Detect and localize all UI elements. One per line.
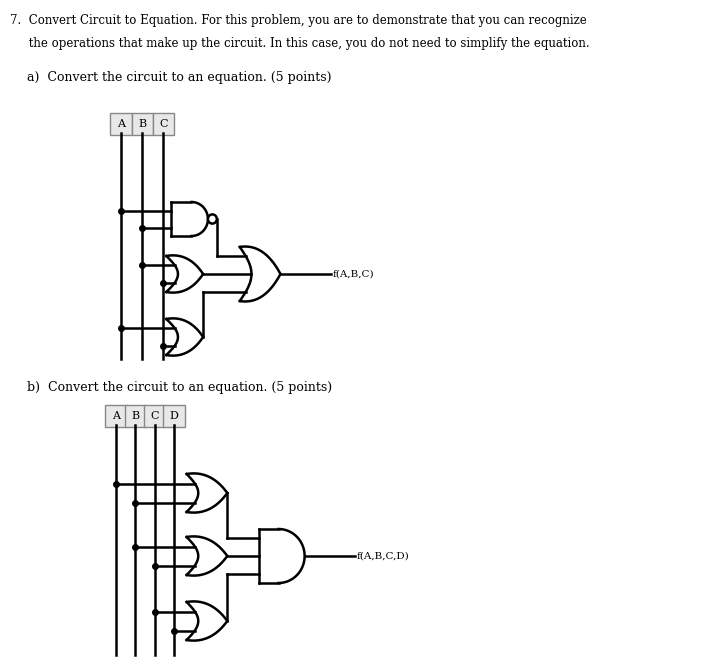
Text: B: B (132, 411, 140, 421)
FancyBboxPatch shape (164, 405, 185, 427)
Text: b)  Convert the circuit to an equation. (5 points): b) Convert the circuit to an equation. (… (27, 381, 332, 394)
Text: a)  Convert the circuit to an equation. (5 points): a) Convert the circuit to an equation. (… (27, 71, 332, 84)
FancyBboxPatch shape (144, 405, 165, 427)
Text: C: C (159, 119, 168, 129)
Text: the operations that make up the circuit. In this case, you do not need to simpli: the operations that make up the circuit.… (9, 37, 590, 50)
Text: 7.  Convert Circuit to Equation. For this problem, you are to demonstrate that y: 7. Convert Circuit to Equation. For this… (9, 14, 587, 27)
Circle shape (208, 214, 217, 223)
Text: f(A,B,C,D): f(A,B,C,D) (357, 551, 409, 561)
Text: A: A (117, 119, 125, 129)
Text: f(A,B,C): f(A,B,C) (333, 270, 374, 278)
FancyBboxPatch shape (111, 113, 132, 135)
Text: A: A (112, 411, 120, 421)
FancyBboxPatch shape (105, 405, 126, 427)
FancyBboxPatch shape (132, 113, 153, 135)
Text: C: C (150, 411, 159, 421)
FancyBboxPatch shape (153, 113, 174, 135)
FancyBboxPatch shape (125, 405, 146, 427)
Text: B: B (138, 119, 146, 129)
Text: D: D (169, 411, 179, 421)
